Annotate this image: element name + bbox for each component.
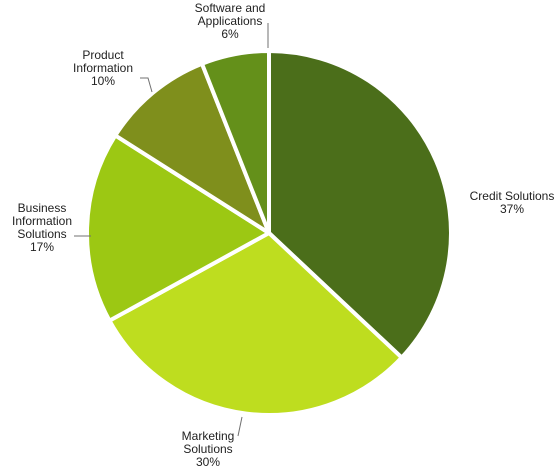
- slice-name-line: Credit Solutions: [470, 189, 555, 203]
- slice-label-marketing-solutions: Marketing Solutions 30%: [182, 429, 235, 469]
- slice-name-line: Solutions: [17, 227, 66, 241]
- slice-name-line: Software and: [195, 1, 266, 15]
- slice-label-credit-solutions: Credit Solutions 37%: [470, 189, 555, 216]
- pie-slice-product-information: [113, 61, 271, 235]
- slice-name-line: Business: [18, 201, 67, 215]
- slice-name-line: Solutions: [183, 442, 232, 456]
- slice-label-product-information: Product Information 10%: [73, 48, 133, 88]
- pie-slices: [85, 49, 453, 417]
- slice-name-line: Marketing: [182, 429, 235, 443]
- slice-name-line: Information: [12, 214, 72, 228]
- pie-slice-business-information-solutions: [85, 133, 271, 323]
- slice-label-software-and-applications: Software and Applications 6%: [195, 1, 266, 41]
- slice-percent-label: 6%: [221, 27, 239, 41]
- leader-line-marketing-solutions: [237, 416, 243, 437]
- slice-name-line: Applications: [198, 14, 263, 28]
- pie-slice-marketing-solutions: [107, 231, 404, 417]
- pie-slice-credit-solutions: [267, 49, 453, 360]
- slice-percent-label: 10%: [91, 74, 115, 88]
- pie-slice-software-and-applications: [200, 49, 271, 235]
- slice-name-line: Information: [73, 61, 133, 75]
- leader-lines: [74, 23, 269, 437]
- slice-percent-label: 30%: [196, 455, 220, 469]
- slice-percent-label: 37%: [500, 202, 524, 216]
- slice-label-business-information-solutions: Business Information Solutions 17%: [12, 201, 72, 254]
- slice-name-line: Product: [82, 48, 124, 62]
- leader-line-product-information: [140, 77, 153, 93]
- slice-percent-label: 17%: [30, 240, 54, 254]
- slice-labels: Credit Solutions 37%Marketing Solutions 30%…: [12, 1, 554, 469]
